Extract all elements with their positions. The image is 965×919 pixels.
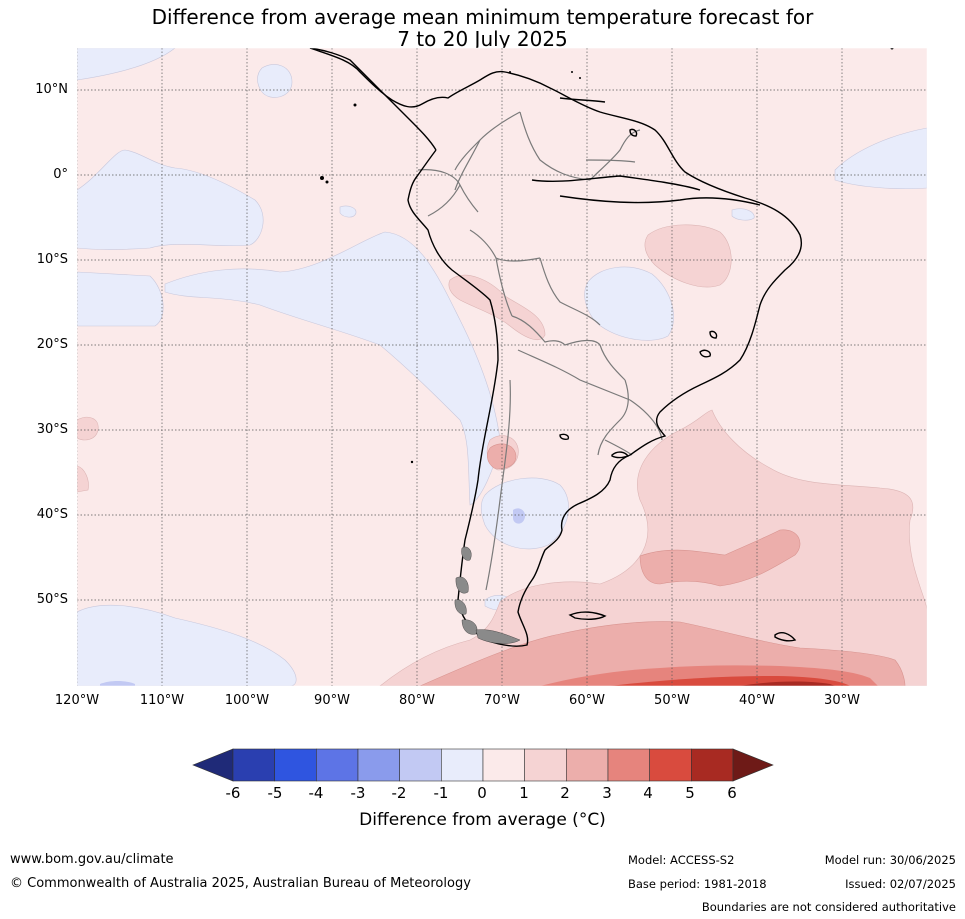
lat-label: 10°S	[36, 252, 68, 267]
colorbar-tick-label: 6	[727, 784, 737, 802]
colorbar-tick-label: -5	[267, 784, 283, 802]
map-title-line2: 7 to 20 July 2025	[397, 27, 568, 51]
colorbar-title-text: Difference from average (	[359, 810, 579, 830]
colorbar-tick-label: -2	[391, 784, 407, 802]
cool-anomaly-core	[100, 508, 526, 686]
footer-issued: Issued: 02/07/2025	[845, 877, 956, 891]
colorbar-segment	[482, 748, 525, 782]
lon-label: 60°W	[569, 693, 605, 708]
footer-model: Model: ACCESS-S2	[628, 853, 735, 867]
colorbar-tick-label: -4	[308, 784, 324, 802]
warm-anomaly-1-2	[77, 224, 927, 686]
colorbar-segment	[232, 748, 275, 782]
colorbar-max-arrow	[732, 748, 774, 782]
colorbar-tick-label: 0	[477, 784, 487, 802]
colorbar-title: Difference from average (°C)	[0, 810, 965, 830]
lat-label: 20°S	[36, 337, 68, 352]
colorbar-segment	[316, 748, 359, 782]
colorbar-segment	[524, 748, 567, 782]
colorbar-tick-label: 5	[685, 784, 695, 802]
lon-label: 70°W	[484, 693, 520, 708]
colorbar-tick-label: -3	[350, 784, 366, 802]
patagonian-islands	[454, 546, 521, 644]
colorbar-tick-label: -6	[225, 784, 241, 802]
colorbar-min-arrow	[192, 748, 234, 782]
lon-label: 100°W	[224, 693, 270, 708]
colorbar-segment	[649, 748, 692, 782]
colorbar-segment	[607, 748, 650, 782]
lon-label: 120°W	[54, 693, 100, 708]
colorbar-segment	[274, 748, 317, 782]
colorbar-tick-label: -1	[433, 784, 449, 802]
country-borders	[417, 111, 663, 591]
warm-anomaly-5-6	[740, 681, 835, 686]
map-title-line1: Difference from average mean minimum tem…	[151, 5, 814, 29]
footer-model-run: Model run: 30/06/2025	[824, 853, 956, 867]
colorbar-tick-label: 2	[560, 784, 570, 802]
map-frame	[76, 47, 928, 687]
lat-label: 30°S	[36, 422, 68, 437]
footer-disclaimer: Boundaries are not considered authoritat…	[701, 900, 956, 914]
lat-label: 50°S	[36, 592, 68, 607]
colorbar-tick-label: 4	[643, 784, 653, 802]
footer-copyright: © Commonwealth of Australia 2025, Austra…	[10, 876, 471, 891]
colorbar-segment	[691, 748, 734, 782]
lon-label: 30°W	[824, 693, 860, 708]
lon-label: 80°W	[399, 693, 435, 708]
footer-base-period: Base period: 1981-2018	[628, 877, 767, 891]
lat-label: 0°	[53, 167, 68, 182]
lon-label: 50°W	[654, 693, 690, 708]
colorbar-title-unit: °C)	[578, 810, 606, 830]
coastline	[309, 48, 802, 647]
colorbar-segment	[357, 748, 400, 782]
colorbar-segment	[566, 748, 609, 782]
colorbar-segment	[399, 748, 442, 782]
cool-anomaly-regions	[77, 48, 927, 686]
colorbar-tick-label: 3	[602, 784, 612, 802]
lat-label: 10°N	[35, 82, 68, 97]
footer-website: www.bom.gov.au/climate	[10, 852, 174, 867]
lon-label: 110°W	[139, 693, 185, 708]
lon-label: 40°W	[739, 693, 775, 708]
small-islands	[320, 48, 894, 464]
lat-label: 40°S	[36, 507, 68, 522]
colorbar-segment	[441, 748, 484, 782]
colorbar-tick-label: 1	[519, 784, 529, 802]
lon-label: 90°W	[314, 693, 350, 708]
